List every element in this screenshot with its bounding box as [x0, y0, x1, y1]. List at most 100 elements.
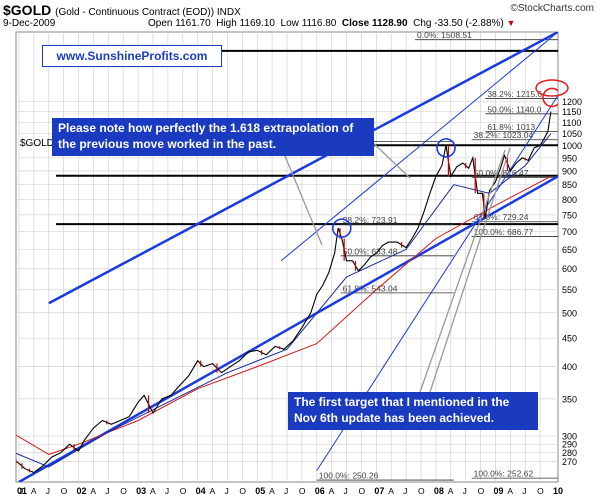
x-month-label: J: [165, 486, 169, 496]
x-year-label: 06: [315, 486, 325, 496]
x-month-label: J: [463, 486, 467, 496]
x-year-label: 03: [136, 486, 146, 496]
y-tick-label: 700: [562, 227, 577, 237]
x-year-label: 02: [77, 486, 87, 496]
close-label: Close: [341, 18, 370, 29]
trend-line: [18, 175, 558, 482]
annotation-pointer-line: [284, 155, 323, 246]
y-tick-label: 850: [562, 180, 577, 190]
fib-level-label: 61.8%: 729.24: [474, 212, 529, 222]
chg-label: Chg: [413, 18, 432, 29]
x-month-label: O: [537, 486, 544, 496]
down-triangle-icon: ▼: [506, 18, 516, 28]
highlight-ellipse: [535, 79, 569, 97]
high-label: High: [216, 18, 237, 29]
y-tick-label: 450: [562, 334, 577, 344]
highlight-circle: [436, 138, 456, 158]
x-month-label: J: [522, 486, 526, 496]
x-year-label: 04: [196, 486, 206, 496]
y-tick-label: 350: [562, 394, 577, 404]
x-month-label: J: [344, 486, 348, 496]
y-tick-label: 750: [562, 210, 577, 220]
close-value: 1128.90: [371, 18, 408, 29]
y-tick-label: 500: [562, 308, 577, 318]
moving-average-short: [16, 133, 552, 468]
x-year-label: 10: [553, 486, 563, 496]
y-tick-label: 290: [562, 440, 577, 450]
moving-average-long: [16, 175, 552, 455]
y-tick-label: 650: [562, 245, 577, 255]
x-month-label: J: [19, 486, 23, 496]
x-month-label: A: [150, 486, 156, 496]
fib-level-label: 38.2%: 723.91: [343, 215, 398, 225]
x-month-label: A: [507, 486, 513, 496]
open-label: Open: [148, 18, 173, 29]
x-month-label: O: [61, 486, 68, 496]
fib-level-label: 38.2%: 1215.6: [487, 89, 542, 99]
x-month-label: A: [388, 486, 394, 496]
annotation-target: The first target that I mentioned in the…: [288, 392, 538, 430]
y-tick-label: 1050: [562, 129, 582, 139]
x-month-label: A: [269, 486, 275, 496]
sunshine-profits-link[interactable]: www.SunshineProfits.com: [42, 45, 222, 67]
x-month-label: J: [403, 486, 407, 496]
y-tick-label: 1150: [562, 107, 581, 117]
fib-level-label: 50.0%: 633.48: [343, 246, 398, 256]
x-month-label: J: [284, 486, 288, 496]
x-year-label: 05: [255, 486, 265, 496]
chart-symbol: $GOLD: [3, 2, 52, 18]
y-tick-label: 1100: [562, 118, 581, 128]
y-tick-label: 270: [562, 457, 577, 467]
x-month-label: A: [31, 486, 37, 496]
x-month-label: O: [478, 486, 485, 496]
fib-level-label: 100.0%: 252.62: [474, 469, 534, 479]
chart-name: (Gold - Continuous Contract (EOD)) INDX: [55, 7, 241, 18]
x-year-label: 09: [493, 486, 503, 496]
x-month-label: O: [418, 486, 425, 496]
trend-line: [280, 32, 558, 262]
annotation-pointer-line: [369, 139, 411, 179]
chg-value: -33.50 (-2.88%): [434, 18, 504, 29]
x-year-label: 07: [374, 486, 384, 496]
y-tick-label: 280: [562, 448, 577, 458]
x-month-label: A: [448, 486, 454, 496]
fib-level-label: 61.8%: 1013: [487, 122, 535, 132]
x-month-label: O: [239, 486, 246, 496]
chart-date: 9-Dec-2009: [3, 18, 56, 29]
y-tick-label: 1000: [562, 141, 582, 151]
x-month-label: O: [180, 486, 187, 496]
y-tick-label: 400: [562, 362, 577, 372]
highlight-circle: [331, 218, 352, 238]
annotation-extrapolation: Please note how perfectly the 1.618 extr…: [52, 118, 374, 156]
fib-level-label: 100.0%: 686.77: [474, 227, 534, 237]
low-value: 1116.80: [301, 18, 337, 29]
x-month-label: O: [120, 486, 127, 496]
fib-level-label: 61.8%: 543.04: [343, 283, 398, 293]
low-label: Low: [280, 18, 299, 29]
y-tick-label: 1200: [562, 97, 582, 107]
chart-title: $GOLD (Gold - Continuous Contract (EOD))…: [3, 2, 241, 18]
highlight-circle: [542, 87, 558, 108]
y-tick-label: 950: [562, 153, 577, 163]
y-tick-label: 800: [562, 195, 577, 205]
annotation-pointer-line: [419, 149, 506, 393]
fib-level-label: 100.0%: 250.26: [319, 471, 379, 481]
x-month-label: O: [299, 486, 306, 496]
fib-level-label: 38.2%: 1023.04: [474, 130, 534, 140]
copyright: ©StockCharts.com: [510, 3, 594, 14]
ohlc-bar: Open 1161.70 High 1169.10 Low 1116.80 Cl…: [148, 18, 515, 29]
x-year-label: 01: [17, 486, 27, 496]
y-tick-label: 900: [562, 166, 577, 176]
trend-line: [48, 32, 558, 305]
x-month-label: J: [105, 486, 109, 496]
x-month-label: J: [46, 486, 50, 496]
x-month-label: A: [329, 486, 335, 496]
fib-level-label: 0.0%: 1508.51: [417, 30, 472, 40]
fib-level-label: 50.0%: 1140.0: [487, 104, 541, 114]
panel-symbol: $GOLD: [20, 138, 54, 149]
x-month-label: A: [210, 486, 216, 496]
y-tick-label: 300: [562, 432, 577, 442]
x-month-label: O: [358, 486, 365, 496]
y-tick-label: 550: [562, 285, 577, 295]
